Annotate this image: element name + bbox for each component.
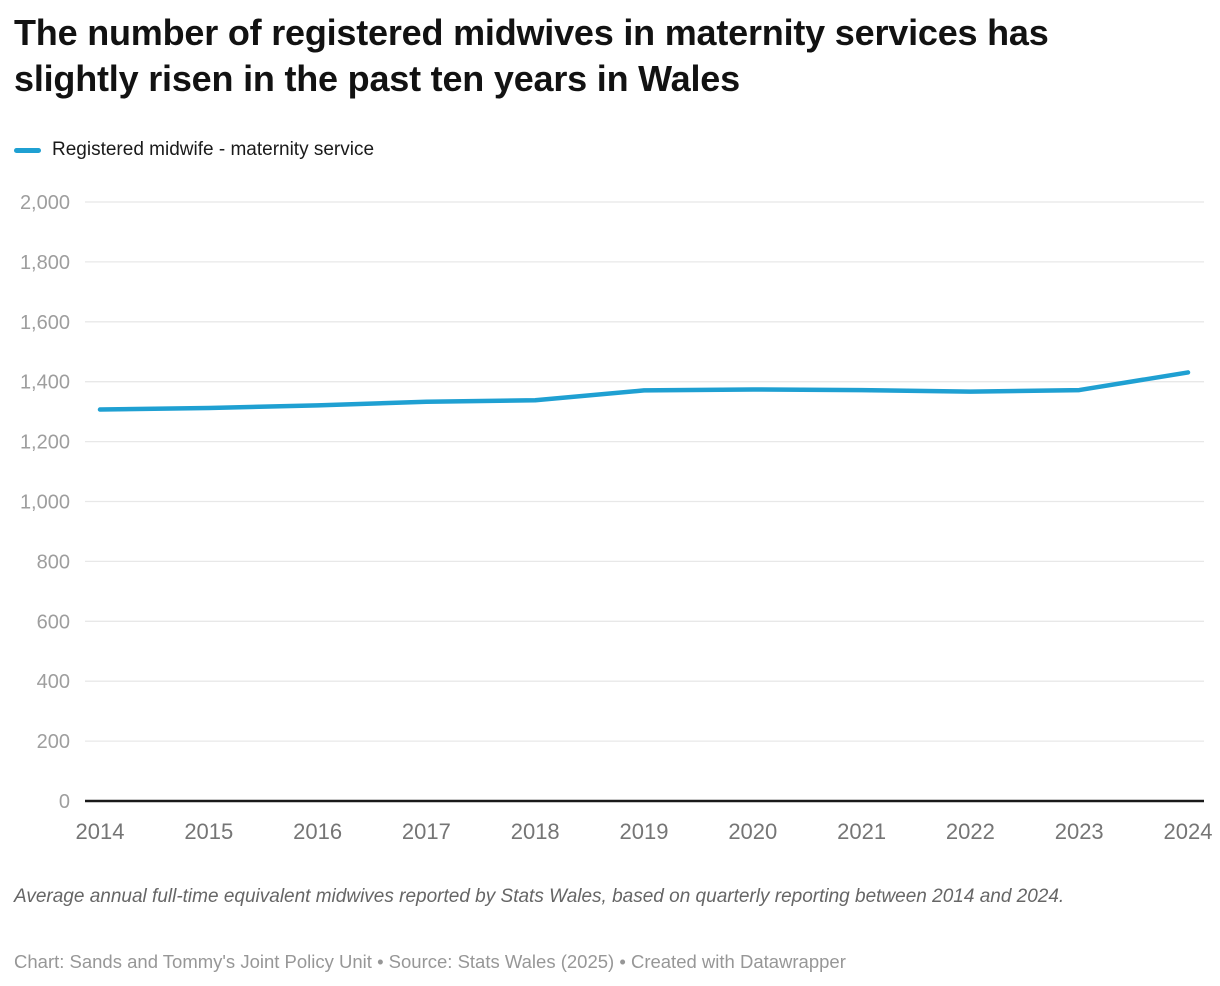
- x-axis-tick-label: 2017: [402, 819, 451, 844]
- chart-credit-line: Chart: Sands and Tommy's Joint Policy Un…: [14, 951, 846, 972]
- series-line-registered-midwife: [97, 370, 1191, 412]
- legend: Registered midwife - maternity service: [14, 139, 374, 161]
- x-axis-tick-label: 2019: [620, 819, 669, 844]
- x-axis-tick-label: 2021: [837, 819, 886, 844]
- y-axis-tick-label: 1,800: [20, 252, 70, 274]
- x-axis-tick-label: 2022: [946, 819, 995, 844]
- y-axis-tick-label: 800: [37, 551, 70, 573]
- y-axis-tick-label: 1,600: [20, 312, 70, 334]
- x-axis-tick-label: 2016: [293, 819, 342, 844]
- x-axis-tick-label: 2018: [511, 819, 560, 844]
- chart-footnote: Average annual full-time equivalent midw…: [14, 886, 1065, 907]
- y-axis-tick-label: 200: [37, 731, 70, 753]
- y-axis-tick-label: 0: [59, 791, 70, 813]
- chart-title: The number of registered midwives in mat…: [14, 12, 1049, 100]
- x-axis-tick-label: 2014: [76, 819, 125, 844]
- legend-item-label: Registered midwife - maternity service: [52, 139, 375, 160]
- x-axis-tick-label: 2023: [1055, 819, 1104, 844]
- y-axis-tick-label: 1,200: [20, 432, 70, 454]
- x-axis-tick-label: 2015: [184, 819, 233, 844]
- x-axis-tick-label: 2024: [1164, 819, 1213, 844]
- x-axis-tick-label: 2020: [728, 819, 777, 844]
- y-axis-tick-label: 400: [37, 671, 70, 693]
- y-axis-tick-label: 1,400: [20, 372, 70, 394]
- legend-line-swatch-icon: [14, 147, 41, 153]
- y-axis-tick-label: 1,000: [20, 492, 70, 514]
- y-axis-tick-label: 2,000: [20, 192, 70, 214]
- y-axis-tick-label: 600: [37, 611, 70, 633]
